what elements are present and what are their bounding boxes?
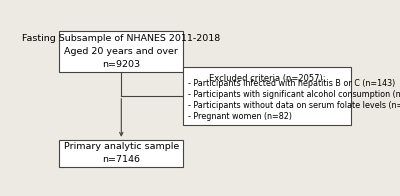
FancyBboxPatch shape (59, 140, 183, 167)
Text: - Pregnant women (n=82): - Pregnant women (n=82) (188, 112, 292, 121)
FancyBboxPatch shape (59, 31, 183, 72)
FancyBboxPatch shape (183, 67, 351, 125)
Text: - Participants infected with hepatitis B or C (n=143): - Participants infected with hepatitis B… (188, 79, 395, 88)
Text: Primary analytic sample
n=7146: Primary analytic sample n=7146 (64, 142, 179, 164)
Text: Fasting Subsample of NHANES 2011-2018
Aged 20 years and over
n=9203: Fasting Subsample of NHANES 2011-2018 Ag… (22, 34, 220, 69)
Text: - Participants with significant alcohol consumption (n=1066): - Participants with significant alcohol … (188, 90, 400, 99)
Text: - Participants without data on serum folate levels (n=766): - Participants without data on serum fol… (188, 101, 400, 110)
Text: Excluded criteria (n=2057):: Excluded criteria (n=2057): (209, 74, 325, 83)
